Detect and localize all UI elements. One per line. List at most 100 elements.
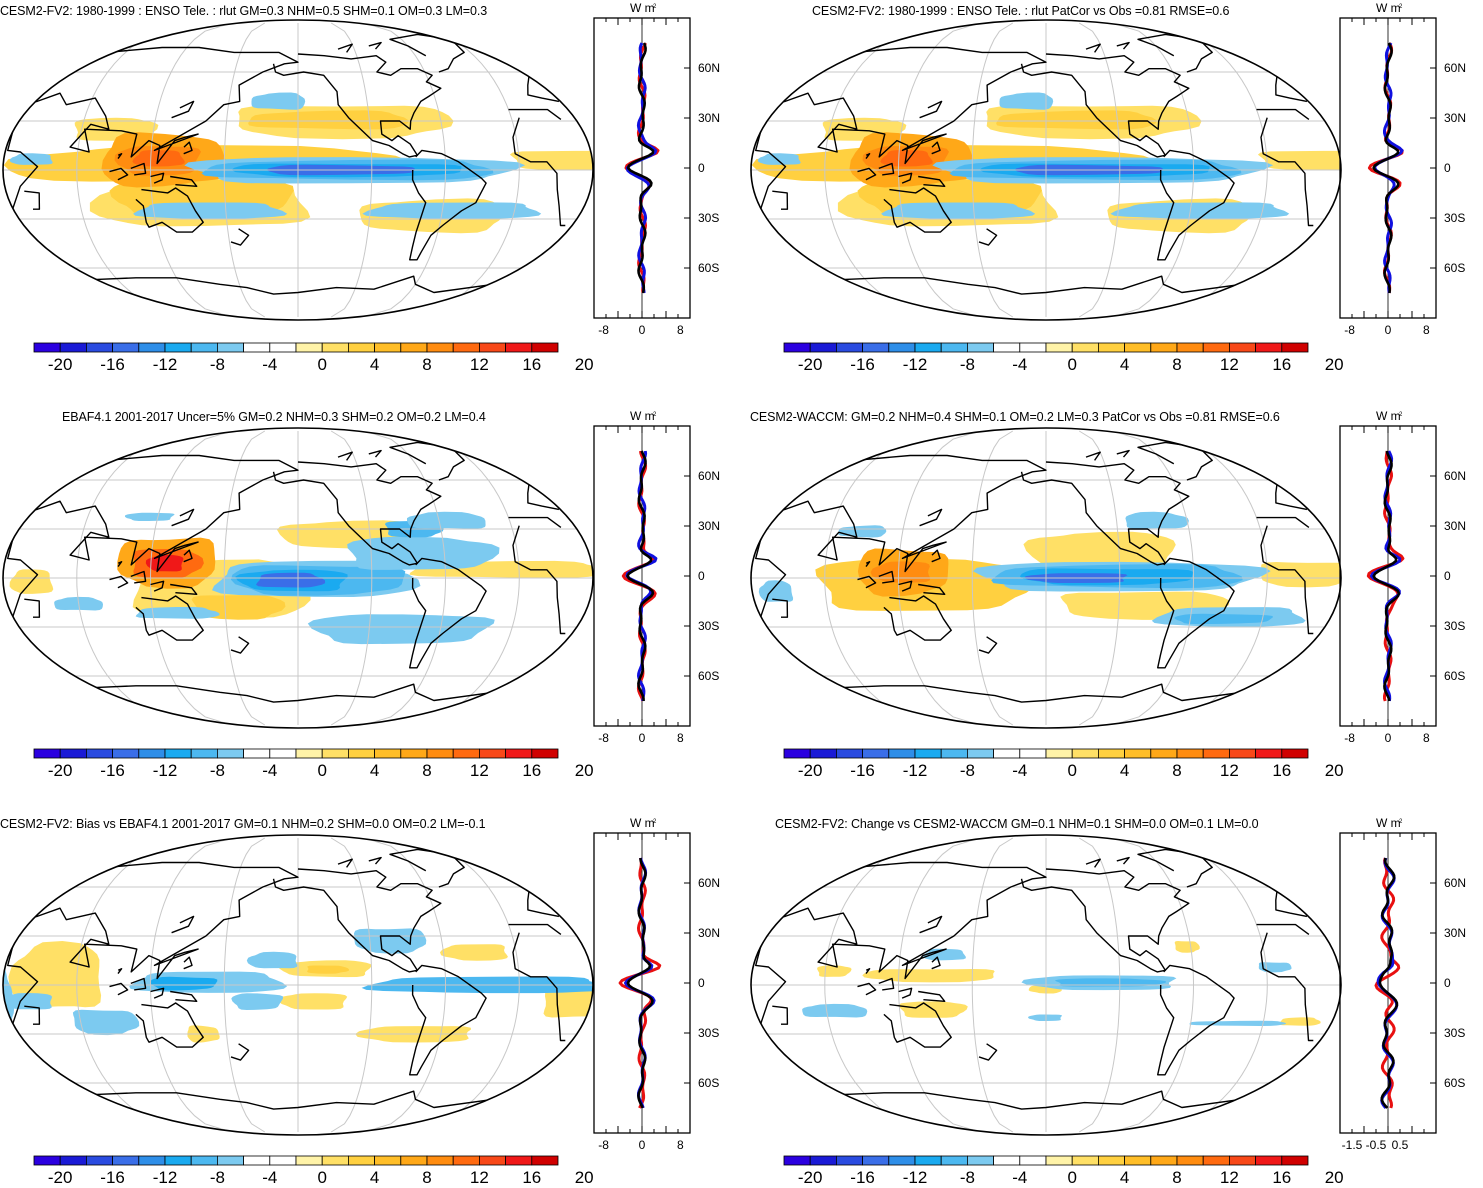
colorbar-cell — [1124, 748, 1152, 759]
coastline-island — [150, 580, 165, 592]
colorbar-cell — [914, 1155, 942, 1166]
units-label: W m — [1376, 1, 1401, 15]
lat-label: 60S — [1444, 669, 1465, 683]
lat-label: 30N — [1444, 519, 1466, 533]
coastline-africa — [508, 108, 562, 120]
anomaly-shading — [231, 993, 283, 1010]
colorbar-tick-label: 4 — [369, 1168, 380, 1187]
colorbar-cell — [862, 342, 890, 353]
coastline-island — [130, 162, 147, 176]
graticule-lon — [824, 837, 947, 1133]
colorbar-cell — [914, 342, 942, 353]
colorbar-cell — [33, 342, 61, 353]
graticule-lon — [330, 22, 373, 318]
world-map — [0, 18, 596, 322]
colorbar: -20 -16 -12 -8 -4 0 4 8 12 16 20 — [783, 746, 1344, 780]
colorbar-tick-label: -16 — [100, 355, 125, 374]
zonal-mean-line — [626, 450, 655, 702]
colorbar-cell — [993, 1155, 1021, 1166]
x-tick-label: 8 — [1423, 323, 1430, 337]
map-svg — [750, 19, 1342, 321]
colorbar-tick-label: 12 — [469, 1168, 489, 1187]
map-border — [750, 427, 1342, 729]
colorbar-cell — [1019, 342, 1047, 353]
coastline-island — [117, 561, 123, 568]
colorbar-cell — [321, 342, 349, 353]
coastline-island — [772, 598, 789, 618]
anomaly-shading — [8, 941, 102, 1008]
anomaly-shading — [150, 976, 218, 991]
colorbar-cell — [993, 342, 1021, 353]
zonal-mean-plot: 60N 30N 0 30S 60S -1.5 -0.5 0.5 W m -2 — [1339, 816, 1483, 1163]
anomaly-shading — [440, 944, 508, 961]
coastline-africa — [512, 525, 566, 635]
colorbar-cell — [59, 342, 87, 353]
graticule-lon — [149, 22, 232, 318]
colorbar-cell — [1228, 342, 1256, 353]
colorbar-cell — [862, 748, 890, 759]
map-border — [2, 834, 594, 1136]
colorbar-cell — [321, 1155, 349, 1166]
colorbar-tick-label: 4 — [1119, 761, 1130, 780]
coastline-eurasia — [19, 861, 299, 980]
coastline-island — [171, 100, 195, 119]
graticule-lon — [76, 837, 199, 1133]
colorbar-cell — [862, 1155, 890, 1166]
colorbar-cell — [966, 1155, 994, 1166]
lat-label: 30N — [1444, 926, 1466, 940]
colorbar-tick-label: -8 — [209, 355, 225, 374]
colorbar-tick-label: -12 — [152, 761, 178, 780]
colorbar-cell — [505, 748, 533, 759]
colorbar-tick-label: 16 — [1272, 355, 1292, 374]
coastline-antarctic — [58, 1090, 494, 1110]
lat-label: 60N — [698, 469, 720, 483]
graticule-lon — [1145, 22, 1268, 318]
colorbar-cell — [347, 1155, 375, 1166]
coastline-africa — [755, 528, 787, 621]
anomaly-shading — [862, 969, 995, 983]
coastline-eurasia — [19, 46, 299, 165]
colorbar-tick-label: 0 — [317, 761, 327, 780]
coastline-australia — [883, 187, 952, 233]
colorbar-cell — [1045, 748, 1073, 759]
anomaly-shading — [1110, 202, 1290, 219]
colorbar-cell — [59, 748, 87, 759]
coastline-island — [230, 228, 250, 246]
colorbar-cell — [243, 1155, 271, 1166]
colorbar-cell — [400, 748, 428, 759]
anomaly-shading — [1174, 613, 1274, 625]
units-superscript: -2 — [1397, 412, 1403, 418]
coastline-africa — [1256, 516, 1310, 528]
lat-label: 30S — [698, 211, 719, 225]
coastline-antarctic — [58, 683, 494, 703]
anomaly-shading — [133, 202, 288, 219]
coastline-island — [918, 583, 946, 595]
colorbar-cell — [426, 748, 454, 759]
colorbar-cell — [452, 342, 480, 353]
map-title: CESM2-FV2: Change vs CESM2-WACCM GM=0.1 … — [775, 817, 1259, 831]
colorbar-tick-label: -16 — [850, 761, 875, 780]
colorbar-cell — [940, 748, 968, 759]
x-tick-label: 8 — [1423, 731, 1430, 745]
world-map — [0, 426, 596, 730]
coastline-island — [368, 856, 382, 865]
lat-label: 60S — [1444, 261, 1465, 275]
colorbar-cell — [1071, 342, 1099, 353]
colorbar-tick-label: 16 — [1272, 1168, 1292, 1187]
coastline-island — [931, 549, 941, 563]
colorbar-svg — [33, 748, 559, 759]
coastline-island — [183, 141, 193, 155]
colorbar-cell — [1124, 1155, 1152, 1166]
colorbar-tick-label: 20 — [574, 761, 594, 780]
colorbar-cell — [888, 342, 916, 353]
colorbar-tick-label: -8 — [959, 1168, 975, 1187]
lat-label: 30S — [698, 619, 719, 633]
coastline-island — [130, 977, 147, 991]
colorbar-cell — [1281, 342, 1309, 353]
zonal-svg: 60N 30N 0 30S 60S -1.5 -0.5 0.5 W m-2 — [1339, 816, 1466, 1152]
colorbar-tick-label: 0 — [1067, 761, 1077, 780]
colorbar-cell — [1071, 1155, 1099, 1166]
colorbar-tick-label: 16 — [522, 1168, 542, 1187]
colorbar-tick-label: 4 — [1119, 355, 1130, 374]
colorbar-cell — [809, 342, 837, 353]
